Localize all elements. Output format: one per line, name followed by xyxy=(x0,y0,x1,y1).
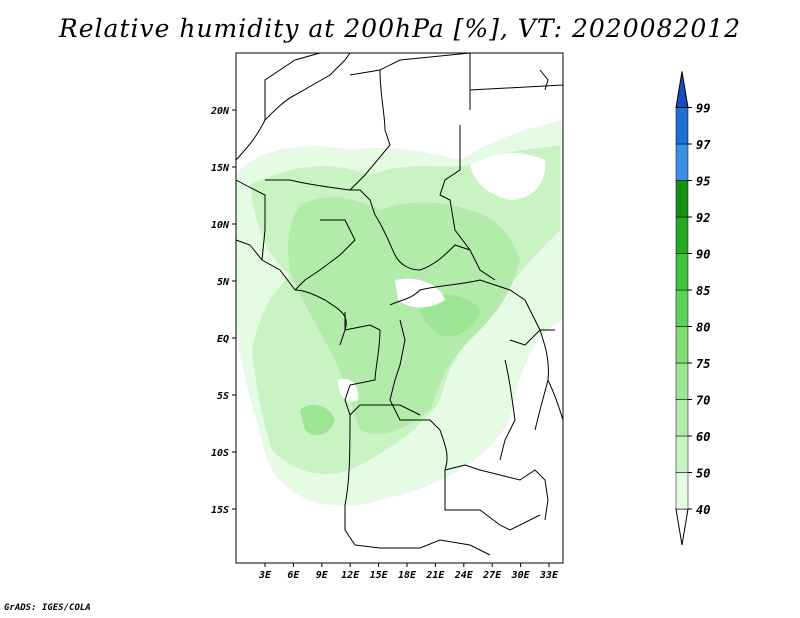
colorbar-segment xyxy=(675,253,689,291)
colorbar-label: 40 xyxy=(696,503,710,517)
credit-text: GrADS: IGES/COLA xyxy=(4,603,91,613)
colorbar-segment xyxy=(675,289,689,327)
lat-tick-label: 15N xyxy=(211,163,230,174)
lat-tick-label: 5N xyxy=(217,277,230,288)
map-panel xyxy=(235,52,564,564)
colorbar-label: 99 xyxy=(696,102,710,116)
colorbar-label: 97 xyxy=(696,138,711,152)
colorbar-segment xyxy=(675,435,689,473)
colorbar-lower-triangle xyxy=(675,508,689,546)
colorbar-label: 80 xyxy=(696,321,710,335)
lat-tick-label: 5S xyxy=(217,391,229,402)
lon-tick-label: 9E xyxy=(316,570,329,581)
colorbar-segment xyxy=(675,216,689,254)
colorbar-label: 95 xyxy=(696,175,710,189)
lon-tick-label: 27E xyxy=(482,570,502,581)
lat-tick-label: 20N xyxy=(210,106,230,117)
humidity-shading xyxy=(236,120,563,506)
lon-tick-label: 33E xyxy=(539,570,559,581)
lon-axis: 3E 6E 9E 12E 15E 18E 21E 24E 27E 30E 33E xyxy=(258,563,559,581)
lon-tick-label: 30E xyxy=(511,570,531,581)
lon-tick-label: 3E xyxy=(258,570,272,581)
colorbar-segment xyxy=(675,472,689,510)
colorbar-label: 60 xyxy=(696,430,710,444)
lat-axis: 20N 15N 10N 5N EQ 5S 10S 15S xyxy=(210,106,236,516)
colorbar-label: 85 xyxy=(696,284,710,298)
colorbar-segment xyxy=(675,362,689,400)
lon-tick-label: 15E xyxy=(370,570,389,581)
colorbar-segment xyxy=(675,107,689,145)
colorbar-label: 70 xyxy=(696,394,710,408)
lon-tick-label: 6E xyxy=(287,570,300,581)
lat-tick-label: 15S xyxy=(211,505,229,516)
lat-tick-label: 10S xyxy=(211,448,229,459)
lat-tick-label: 10N xyxy=(211,220,230,231)
colorbar-segment xyxy=(675,143,689,181)
lon-tick-label: 18E xyxy=(398,570,417,581)
colorbar-label: 75 xyxy=(696,357,710,371)
colorbar-segment xyxy=(675,180,689,218)
colorbar: 40 50 60 70 75 80 85 90 92 95 97 99 xyxy=(675,71,711,546)
chart-title: Relative humidity at 200hPa [%], VT: 202… xyxy=(58,14,742,43)
colorbar-label: 50 xyxy=(696,467,710,481)
lat-tick-label: EQ xyxy=(217,334,229,345)
colorbar-segment xyxy=(675,399,689,437)
lon-tick-label: 12E xyxy=(341,570,360,581)
country-borders xyxy=(235,52,564,556)
colorbar-label: 90 xyxy=(696,248,710,262)
colorbar-label: 92 xyxy=(696,211,710,225)
colorbar-segment xyxy=(675,326,689,364)
lon-tick-label: 24E xyxy=(454,570,474,581)
lon-tick-label: 21E xyxy=(425,570,445,581)
colorbar-upper-triangle xyxy=(675,71,689,108)
